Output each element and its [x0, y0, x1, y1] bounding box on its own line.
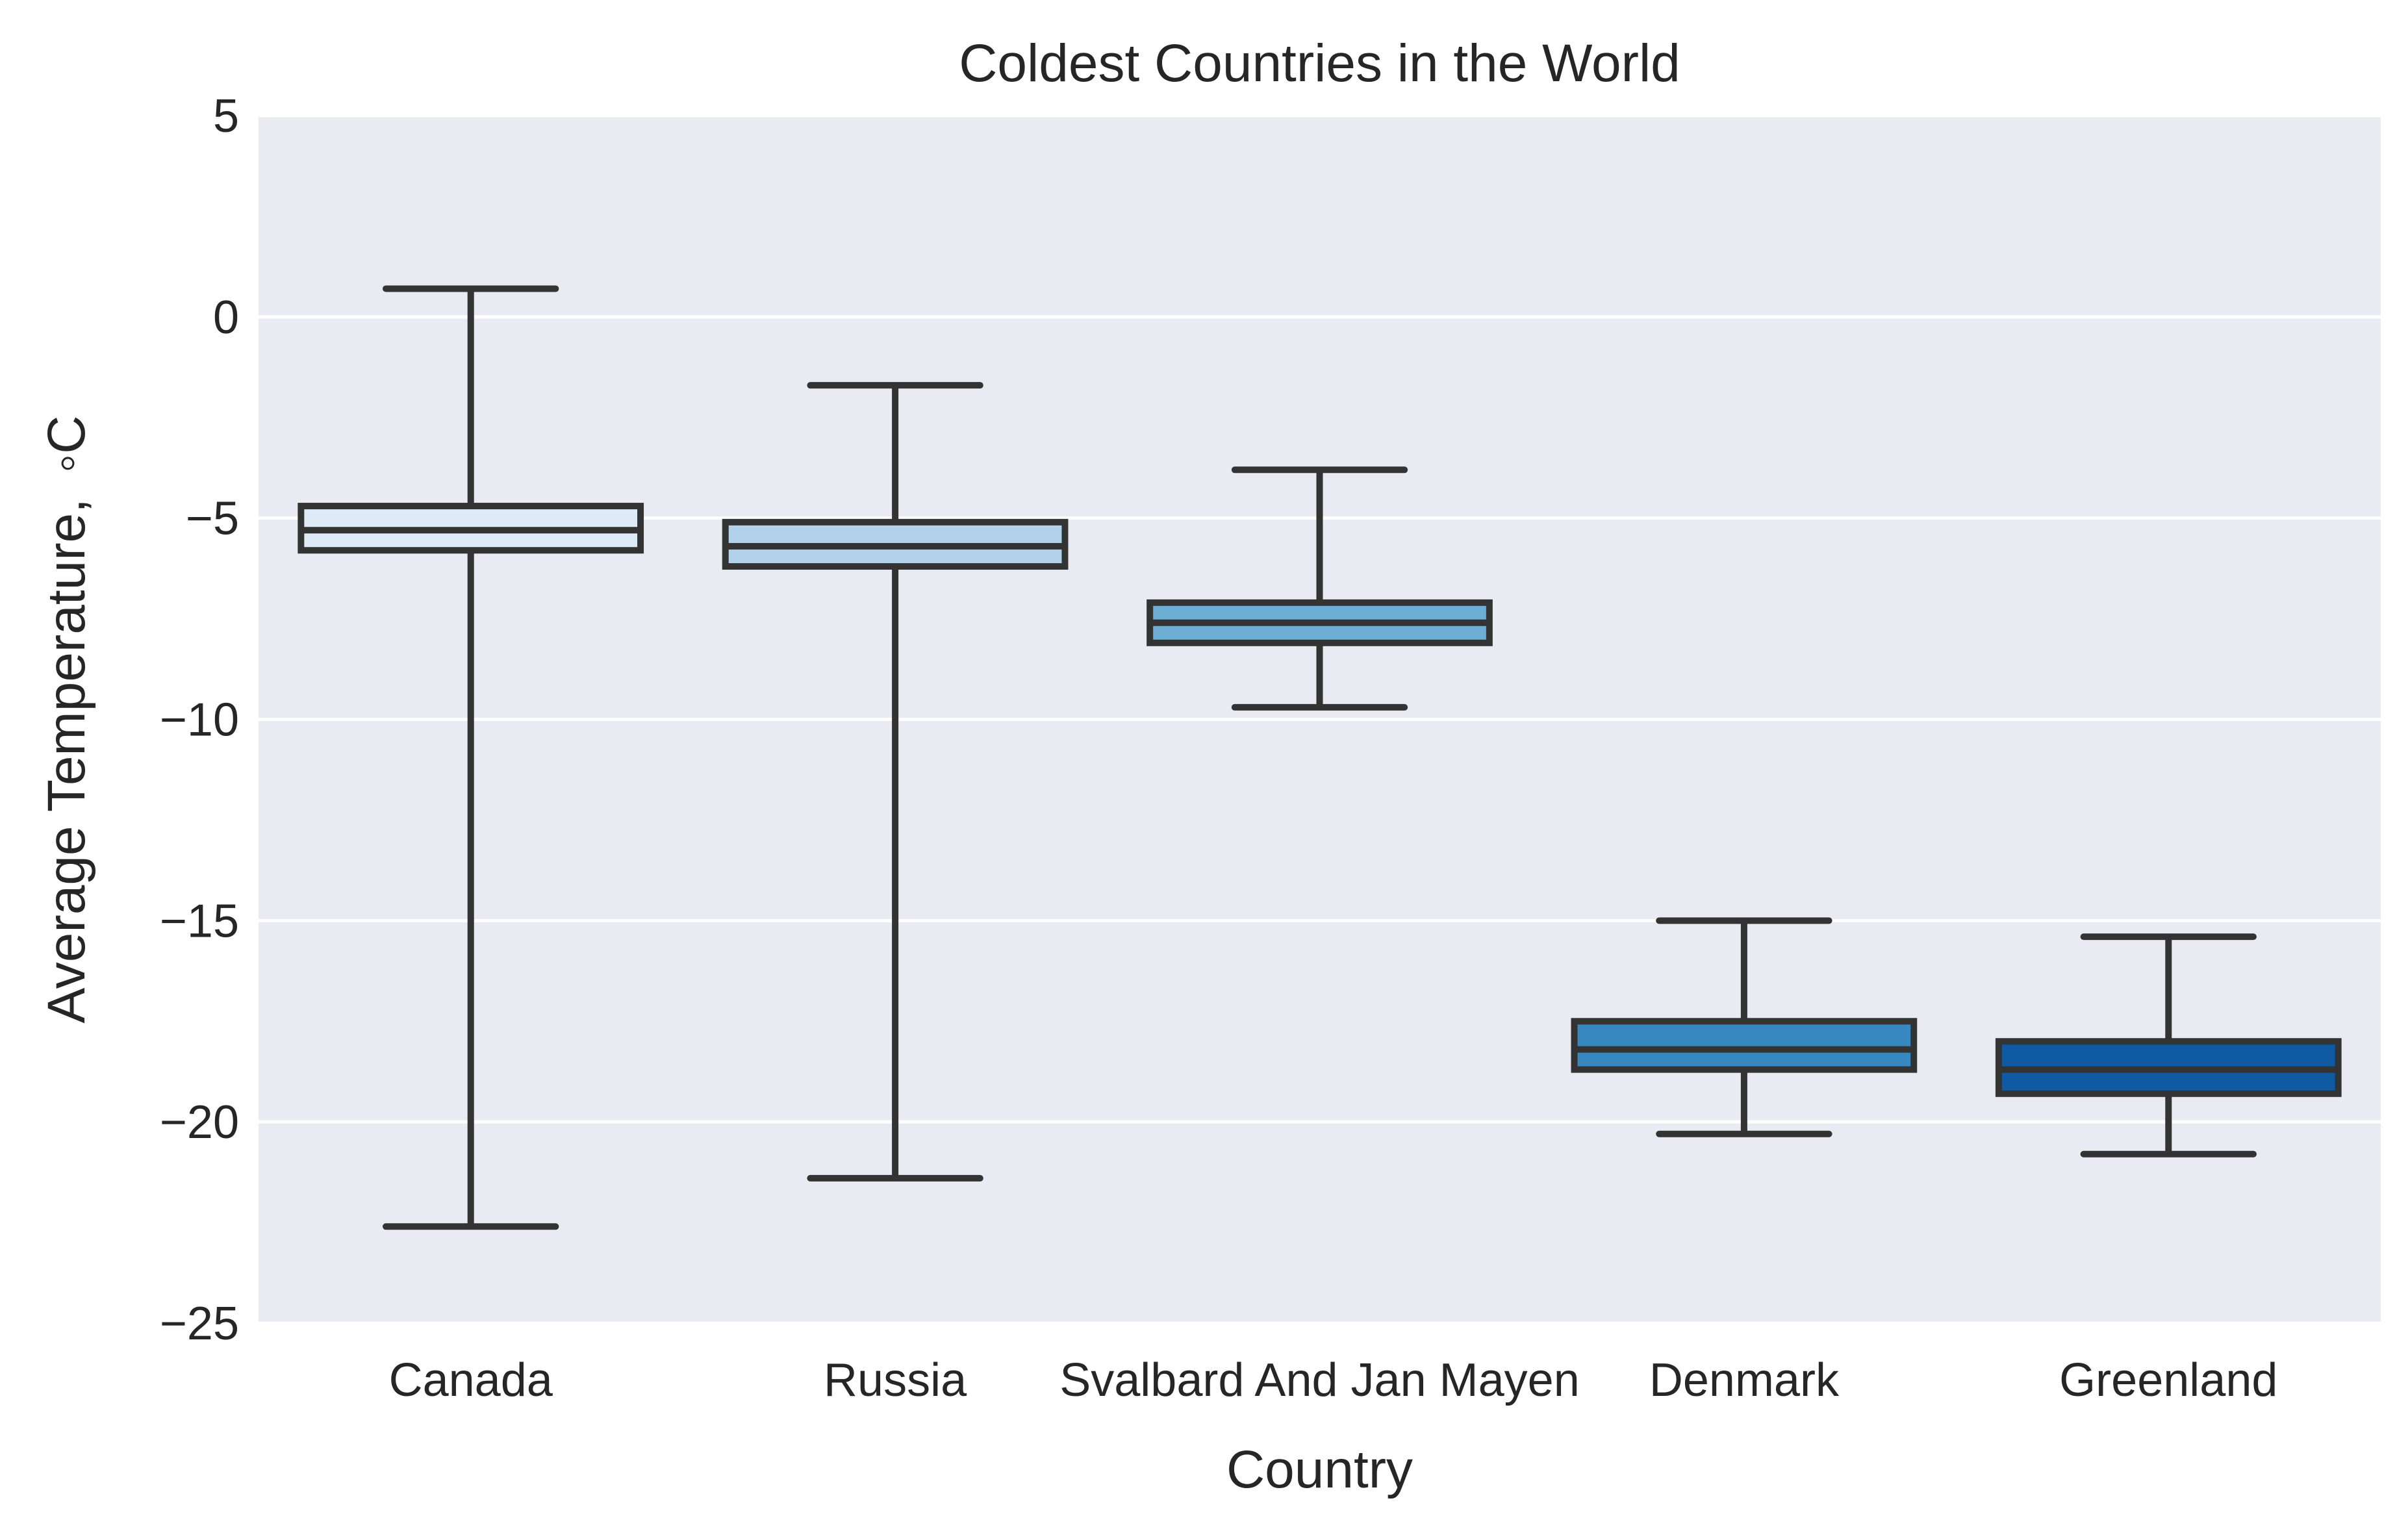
x-tick-label: Denmark [1649, 1354, 1840, 1406]
box-group-svalbard-and-jan-mayen [1147, 466, 1493, 711]
y-tick-label: −25 [160, 1298, 239, 1350]
y-tick-label: −10 [160, 694, 239, 746]
y-tick-label: 0 [213, 292, 239, 344]
y-axis-label: Average Temperature, ◦C [37, 416, 96, 1024]
box-group-denmark [1571, 917, 1918, 1137]
x-tick-label: Russia [824, 1354, 967, 1406]
box-group-russia [722, 382, 1069, 1182]
y-tick-label: −15 [160, 895, 239, 947]
x-axis-label: Country [1226, 1440, 1413, 1499]
y-tick-labels: 5 0 −5 −10 −15 −20 −25 [160, 90, 239, 1350]
box-group-canada [298, 285, 644, 1230]
x-tick-label: Svalbard And Jan Mayen [1059, 1354, 1580, 1406]
chart-title: Coldest Countries in the World [959, 34, 1680, 93]
x-tick-label: Canada [389, 1354, 553, 1406]
box-group-greenland [1995, 933, 2342, 1158]
y-tick-label: −5 [186, 493, 239, 545]
y-tick-label: −20 [160, 1096, 239, 1148]
x-tick-label: Greenland [2059, 1354, 2277, 1406]
y-tick-label: 5 [213, 90, 239, 142]
x-tick-labels: Canada Russia Svalbard And Jan Mayen Denmar… [389, 1354, 2278, 1406]
box-layer [298, 285, 2342, 1230]
iqr-box [1571, 1018, 1918, 1073]
